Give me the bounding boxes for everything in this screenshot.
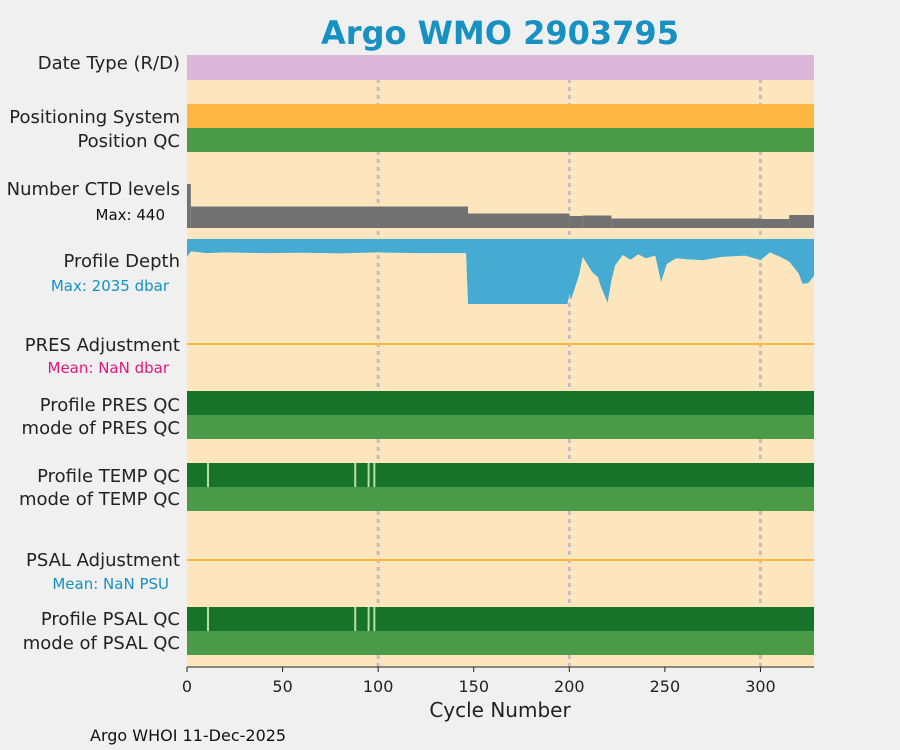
depth-max-label: Max: 2035 dbar <box>51 277 170 295</box>
row-label-date-type: Date Type (R/D) <box>38 53 180 74</box>
ctd-levels-segment-5 <box>611 218 761 228</box>
bar-profile-psal-qc <box>187 607 814 631</box>
x-tick-label-150: 150 <box>458 677 489 696</box>
x-axis-label: Cycle Number <box>429 698 571 722</box>
x-tick-label-200: 200 <box>554 677 585 696</box>
bar-profile-pres-qc <box>187 391 814 415</box>
row-label-psal-adjustment: PSAL Adjustment <box>26 550 180 571</box>
x-axis-ticks: 0 50 100 150 200 250 300 <box>182 667 776 696</box>
ctd-levels-segment-0 <box>187 184 191 228</box>
chart-title: Argo WMO 2903795 <box>321 14 679 52</box>
ctd-levels-segment-3 <box>569 216 583 228</box>
row-label-position-qc: Position QC <box>77 131 180 152</box>
ctd-levels-segment-2 <box>468 213 570 228</box>
row-label-ctd-levels: Number CTD levels <box>7 179 180 200</box>
row-label-pres-adjustment: PRES Adjustment <box>25 335 180 356</box>
row-label-positioning-system: Positioning System <box>9 107 180 128</box>
row-label-mode-temp-qc: mode of TEMP QC <box>19 489 180 510</box>
bar-position-qc <box>187 128 814 152</box>
pres-mean-label: Mean: NaN dbar <box>48 359 170 377</box>
ctd-levels-plot <box>187 184 814 228</box>
ctd-levels-segment-7 <box>789 215 814 228</box>
grid-lines <box>376 55 762 667</box>
bar-mode-temp-qc <box>187 487 814 511</box>
plot-background <box>187 55 814 667</box>
status-bars <box>187 55 814 655</box>
bar-profile-temp-qc <box>187 463 814 487</box>
row-label-profile-pres-qc: Profile PRES QC <box>40 395 180 416</box>
x-tick-label-300: 300 <box>745 677 776 696</box>
bar-positioning-system <box>187 104 814 128</box>
row-label-mode-pres-qc: mode of PRES QC <box>22 418 180 439</box>
ctd-max-label: Max: 440 <box>96 206 165 224</box>
x-tick-label-250: 250 <box>650 677 681 696</box>
x-tick-label-0: 0 <box>182 677 192 696</box>
bar-date-type <box>187 55 814 80</box>
ctd-levels-segment-4 <box>582 215 612 228</box>
ctd-levels-segment-6 <box>760 219 790 228</box>
row-label-profile-temp-qc: Profile TEMP QC <box>37 466 180 487</box>
x-tick-label-50: 50 <box>272 677 292 696</box>
bar-mode-pres-qc <box>187 415 814 439</box>
row-label-profile-depth: Profile Depth <box>63 251 180 272</box>
psal-mean-label: Mean: NaN PSU <box>52 575 169 593</box>
ctd-levels-segment-1 <box>190 206 469 228</box>
row-label-mode-psal-qc: mode of PSAL QC <box>23 633 180 654</box>
qc-marks <box>207 463 376 631</box>
profile-depth-plot <box>187 239 814 304</box>
row-label-profile-psal-qc: Profile PSAL QC <box>41 609 180 630</box>
x-tick-label-100: 100 <box>363 677 394 696</box>
footer-credit: Argo WHOI 11-Dec-2025 <box>90 726 286 745</box>
bar-mode-psal-qc <box>187 631 814 655</box>
profile-depth-area <box>187 239 814 304</box>
